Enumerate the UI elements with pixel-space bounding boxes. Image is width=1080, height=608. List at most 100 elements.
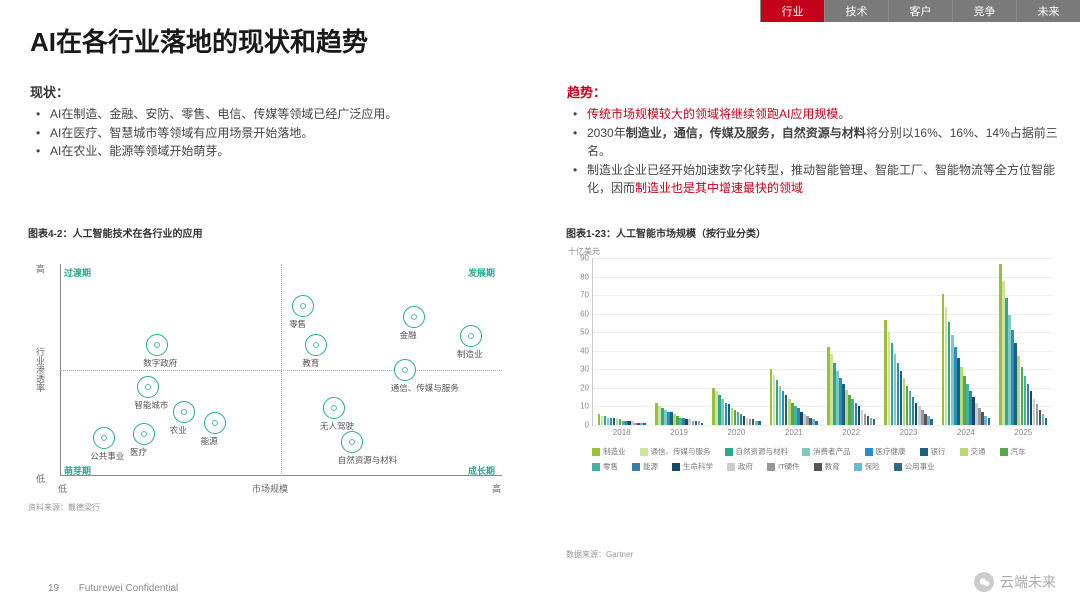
y-tick: 60	[580, 309, 593, 318]
legend-item: 生命科学	[672, 461, 713, 472]
trend-bullets: 传统市场规模较大的领域将继续领跑AI应用规模。2030年制造业，通信，传媒及服务…	[567, 105, 1064, 198]
y-tick: 10	[580, 402, 593, 411]
legend-item: 交通	[960, 446, 986, 457]
industry-node-label: 教育	[302, 357, 319, 369]
industry-node	[394, 359, 416, 381]
industry-node	[93, 427, 115, 449]
legend-label: 自然资源与材料	[736, 446, 789, 457]
axis-label: 低	[58, 482, 67, 495]
industry-node-label: 农业	[170, 424, 187, 436]
scatter-title: 图表4-2：人工智能技术在各行业的应用	[28, 225, 526, 240]
industry-node	[146, 334, 168, 356]
legend-label: 制造业	[603, 446, 626, 457]
y-tick: 70	[580, 291, 593, 300]
legend-item: 制造业	[592, 446, 626, 457]
legend-item: 医疗健康	[865, 446, 906, 457]
legend-item: 消费者产品	[802, 446, 851, 457]
industry-node-label: 智能城市	[134, 399, 168, 411]
industry-node	[133, 423, 155, 445]
top-nav: 行业技术客户竞争未来	[760, 0, 1080, 22]
bullet-item: AI在制造、金融、安防、零售、电信、传媒等领域已经广泛应用。	[36, 105, 527, 124]
axis-label: 低	[36, 472, 45, 485]
industry-node-label: 通信、传媒与服务	[391, 382, 459, 394]
gridline	[593, 277, 1052, 278]
year-group	[942, 294, 990, 425]
legend-swatch	[767, 463, 775, 471]
legend-label: 公用事业	[905, 461, 935, 472]
legend-label: 教育	[825, 461, 840, 472]
y-tick: 0	[585, 421, 593, 430]
legend-item: 能源	[632, 461, 658, 472]
axis-label: 高	[492, 482, 501, 495]
industry-node	[305, 334, 327, 356]
y-tick: 20	[580, 383, 593, 392]
content-columns: 现状： AI在制造、金融、安防、零售、电信、传媒等领域已经广泛应用。AI在医疗、…	[30, 82, 1064, 198]
bar-plot-area: 0102030405060708090201820192020202120222…	[592, 258, 1052, 426]
bar-plot-wrap: 十亿美元 01020304050607080902018201920202021…	[566, 246, 1056, 496]
status-heading: 现状：	[30, 82, 527, 101]
legend-label: 能源	[643, 461, 658, 472]
x-tick: 2019	[670, 425, 688, 437]
nav-tab[interactable]: 行业	[760, 0, 824, 22]
bar	[873, 419, 876, 425]
legend-swatch	[727, 463, 735, 471]
page-title: AI在各行业落地的现状和趋势	[30, 22, 368, 59]
scatter-chart: 图表4-2：人工智能技术在各行业的应用 过渡期发展期萌芽期成长期高低低高市场规模…	[28, 225, 526, 554]
legend-swatch	[640, 448, 648, 456]
legend-swatch	[960, 448, 968, 456]
year-group	[999, 264, 1047, 425]
quadrant-corner-label: 发展期	[468, 266, 495, 279]
bullet-item: 传统市场规模较大的领域将继续领跑AI应用规模。	[573, 105, 1064, 124]
x-tick: 2025	[1014, 425, 1032, 437]
bar-legend: 制造业 通信、传媒与服务 自然资源与材料 消费者产品 医疗健康 银行 交通 汽车零售 能源 生命科…	[592, 446, 1052, 472]
nav-tab[interactable]: 未来	[1016, 0, 1080, 22]
footer: 19 Futurewei Confidential	[48, 583, 178, 594]
legend-label: 政府	[738, 461, 753, 472]
bar	[643, 423, 646, 425]
legend-swatch	[725, 448, 733, 456]
legend-item: 汽车	[1000, 446, 1026, 457]
industry-node	[204, 412, 226, 434]
industry-node-label: 金融	[400, 329, 417, 341]
legend-swatch	[920, 448, 928, 456]
year-group	[827, 347, 875, 425]
quadrant-corner-label: 成长期	[468, 464, 495, 477]
legend-swatch	[1000, 448, 1008, 456]
nav-tab[interactable]: 客户	[888, 0, 952, 22]
legend-label: 消费者产品	[813, 446, 851, 457]
industry-node-label: 能源	[201, 435, 218, 447]
legend-label: 医疗健康	[876, 446, 906, 457]
nav-tab[interactable]: 技术	[824, 0, 888, 22]
industry-node-label: 制造业	[457, 348, 483, 360]
x-tick: 2020	[728, 425, 746, 437]
watermark: 云端未来	[974, 572, 1056, 592]
industry-node	[460, 325, 482, 347]
year-group	[655, 403, 703, 425]
bullet-item: AI在农业、能源等领域开始萌芽。	[36, 142, 527, 161]
legend-item: 通信、传媒与服务	[640, 446, 711, 457]
bar	[815, 421, 818, 425]
charts-row: 图表4-2：人工智能技术在各行业的应用 过渡期发展期萌芽期成长期高低低高市场规模…	[28, 225, 1064, 554]
legend-label: 银行	[931, 446, 946, 457]
trend-column: 趋势： 传统市场规模较大的领域将继续领跑AI应用规模。2030年制造业，通信，传…	[567, 82, 1064, 198]
bullet-item: AI在医疗、智慧城市等领域有应用场景开始落地。	[36, 124, 527, 143]
legend-swatch	[814, 463, 822, 471]
confidential-label: Futurewei Confidential	[79, 583, 179, 594]
legend-label: 零售	[603, 461, 618, 472]
legend-swatch	[592, 448, 600, 456]
nav-tab[interactable]: 竞争	[952, 0, 1016, 22]
legend-swatch	[865, 448, 873, 456]
industry-node-label: 数字政府	[143, 357, 177, 369]
trend-heading: 趋势：	[567, 82, 1064, 101]
legend-item: 教育	[814, 461, 840, 472]
year-group	[770, 369, 818, 425]
legend-item: 银行	[920, 446, 946, 457]
y-tick: 40	[580, 346, 593, 355]
legend-item: 自然资源与材料	[725, 446, 789, 457]
legend-item: 政府	[727, 461, 753, 472]
legend-label: 通信、传媒与服务	[651, 446, 711, 457]
wechat-icon	[974, 572, 994, 592]
x-tick: 2023	[900, 425, 918, 437]
quadrant-corner-label: 萌芽期	[64, 464, 91, 477]
status-column: 现状： AI在制造、金融、安防、零售、电信、传媒等领域已经广泛应用。AI在医疗、…	[30, 82, 527, 198]
